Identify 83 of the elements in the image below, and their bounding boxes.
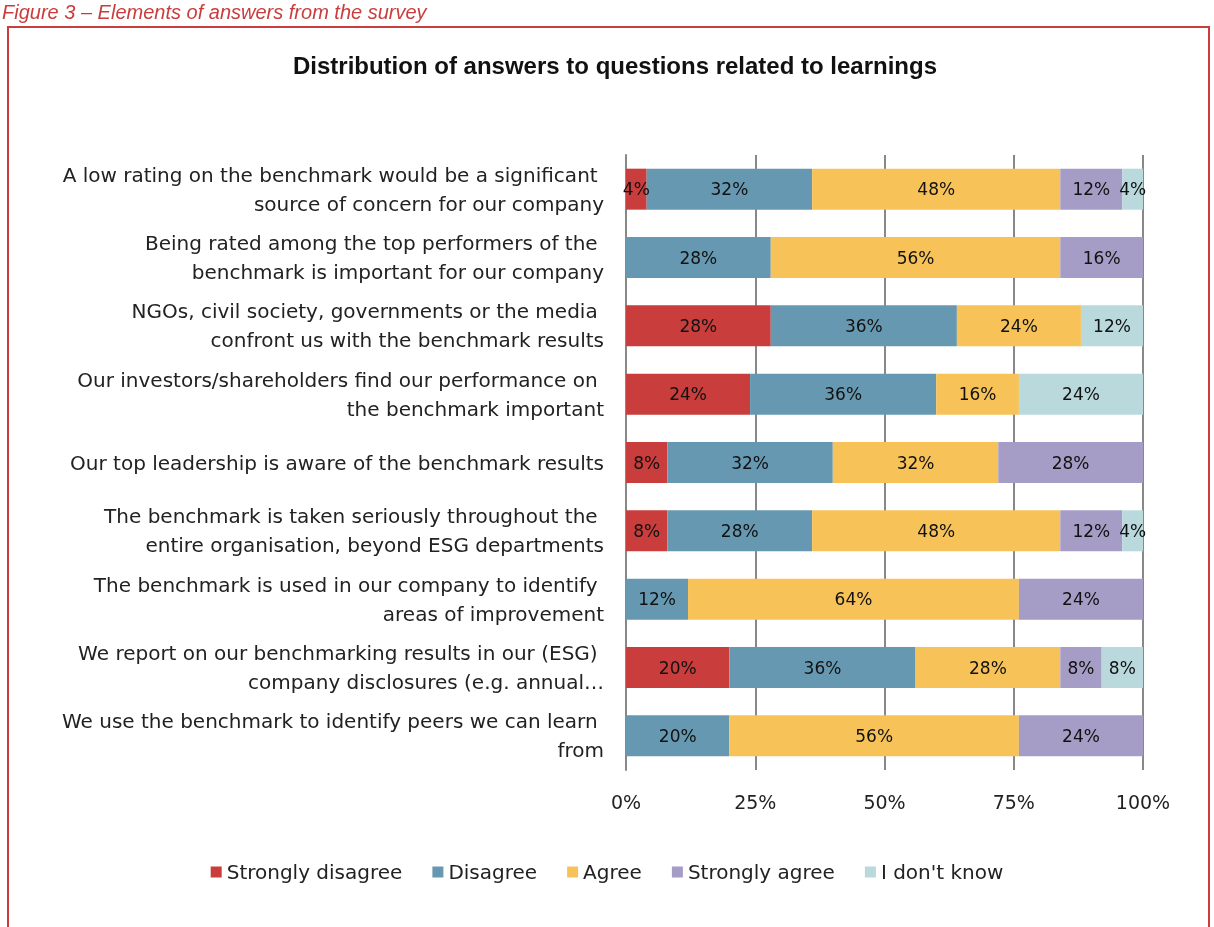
data-label: 24% — [1062, 725, 1100, 746]
data-label: 4% — [1119, 520, 1147, 541]
bar — [626, 373, 751, 415]
bar — [1060, 237, 1143, 278]
bar — [956, 305, 1081, 347]
x-tick-label: 100% — [1115, 790, 1171, 813]
data-label: 36% — [844, 315, 883, 336]
bar — [729, 715, 1019, 757]
x-tick-label: 25% — [734, 790, 777, 813]
bar — [1018, 373, 1143, 415]
bar — [626, 578, 689, 620]
data-label: 56% — [896, 247, 935, 268]
data-label: 24% — [1000, 315, 1038, 336]
caption: Figure 3 – Elements of answers from the survey — [2, 1, 428, 23]
data-label: 28% — [720, 520, 759, 541]
x-tick-label: 75% — [992, 790, 1035, 813]
data-label: 28% — [1051, 452, 1090, 473]
y-tick-label: Being rated among the top performers of the benchmark is important for our company — [145, 231, 605, 284]
data-label: 12% — [1072, 520, 1111, 541]
bar — [750, 373, 937, 415]
bar — [626, 305, 771, 347]
legend-label: Disagree — [448, 860, 538, 884]
y-tick-label: The benchmark is taken seriously throughout the entire organisation, beyond ESG departments — [103, 504, 604, 558]
y-tick-label: Our investors/shareholders find our performance on the benchmark important — [77, 367, 605, 421]
bar — [812, 168, 1061, 210]
data-label: 28% — [679, 247, 718, 268]
data-label: 8% — [633, 520, 661, 541]
data-label: 48% — [917, 520, 956, 541]
data-label: 28% — [679, 315, 718, 336]
legend-label: I don't know — [880, 860, 1004, 884]
data-label: 20% — [658, 657, 697, 678]
x-tick-label: 50% — [863, 790, 906, 813]
y-tick-label: Our top leadership is aware of the benchmark results — [70, 450, 604, 475]
data-label: 28% — [969, 657, 1007, 678]
y-tick-label: We use the benchmark to identify peers we can learn from — [61, 709, 604, 763]
bar — [626, 237, 771, 278]
legend-label: Agree — [583, 860, 642, 884]
data-label: 32% — [896, 452, 935, 473]
data-label: 32% — [710, 179, 749, 200]
y-tick-label: We report on our benchmarking results in our (ESG) company disclosures (e.g. annual… — [78, 641, 604, 694]
data-label: 48% — [917, 179, 956, 200]
data-label: 20% — [658, 725, 697, 746]
bar — [1080, 305, 1143, 347]
data-label: 16% — [1082, 247, 1121, 268]
data-label: 12% — [638, 589, 676, 610]
bar — [626, 715, 730, 757]
data-label: 36% — [824, 384, 863, 405]
bar — [667, 442, 833, 483]
bar — [770, 237, 1061, 278]
bar — [936, 373, 1019, 415]
bar — [667, 510, 813, 552]
x-tick-label: 0% — [610, 790, 642, 813]
legend-label: Strongly agree — [687, 860, 835, 884]
data-label: 4% — [1119, 179, 1147, 200]
bar — [729, 647, 916, 688]
data-label: 16% — [958, 384, 997, 405]
y-tick-label: NGOs, civil society, governments or the media confront us with the benchmark results — [131, 299, 604, 353]
bar — [998, 442, 1143, 483]
data-label: 32% — [731, 452, 769, 473]
data-label: 8% — [633, 452, 661, 473]
bar — [812, 510, 1061, 552]
data-label: 24% — [669, 384, 707, 405]
data-label: 64% — [834, 589, 873, 610]
bar — [1018, 715, 1143, 757]
chart-title: Distribution of answers to questions related to learnings — [292, 51, 938, 79]
data-label: 24% — [1062, 384, 1100, 405]
bar — [770, 305, 957, 347]
legend-label: Strongly disagree — [226, 860, 403, 884]
data-label: 24% — [1062, 589, 1100, 610]
data-label: 8% — [1108, 657, 1136, 678]
data-label: 12% — [1072, 179, 1111, 200]
bar — [626, 647, 730, 688]
bar — [688, 578, 1019, 620]
y-tick-label: A low rating on the benchmark would be a significant source of concern for our company — [62, 162, 605, 216]
bar — [1018, 578, 1143, 620]
bar — [1060, 647, 1102, 688]
y-tick-label: The benchmark is used in our company to identify areas of improvement — [92, 572, 605, 626]
data-label: 56% — [855, 725, 894, 746]
data-label: 36% — [803, 657, 842, 678]
bar — [915, 647, 1061, 688]
bar — [832, 442, 999, 483]
data-label: 8% — [1067, 657, 1095, 678]
data-label: 12% — [1093, 315, 1131, 336]
